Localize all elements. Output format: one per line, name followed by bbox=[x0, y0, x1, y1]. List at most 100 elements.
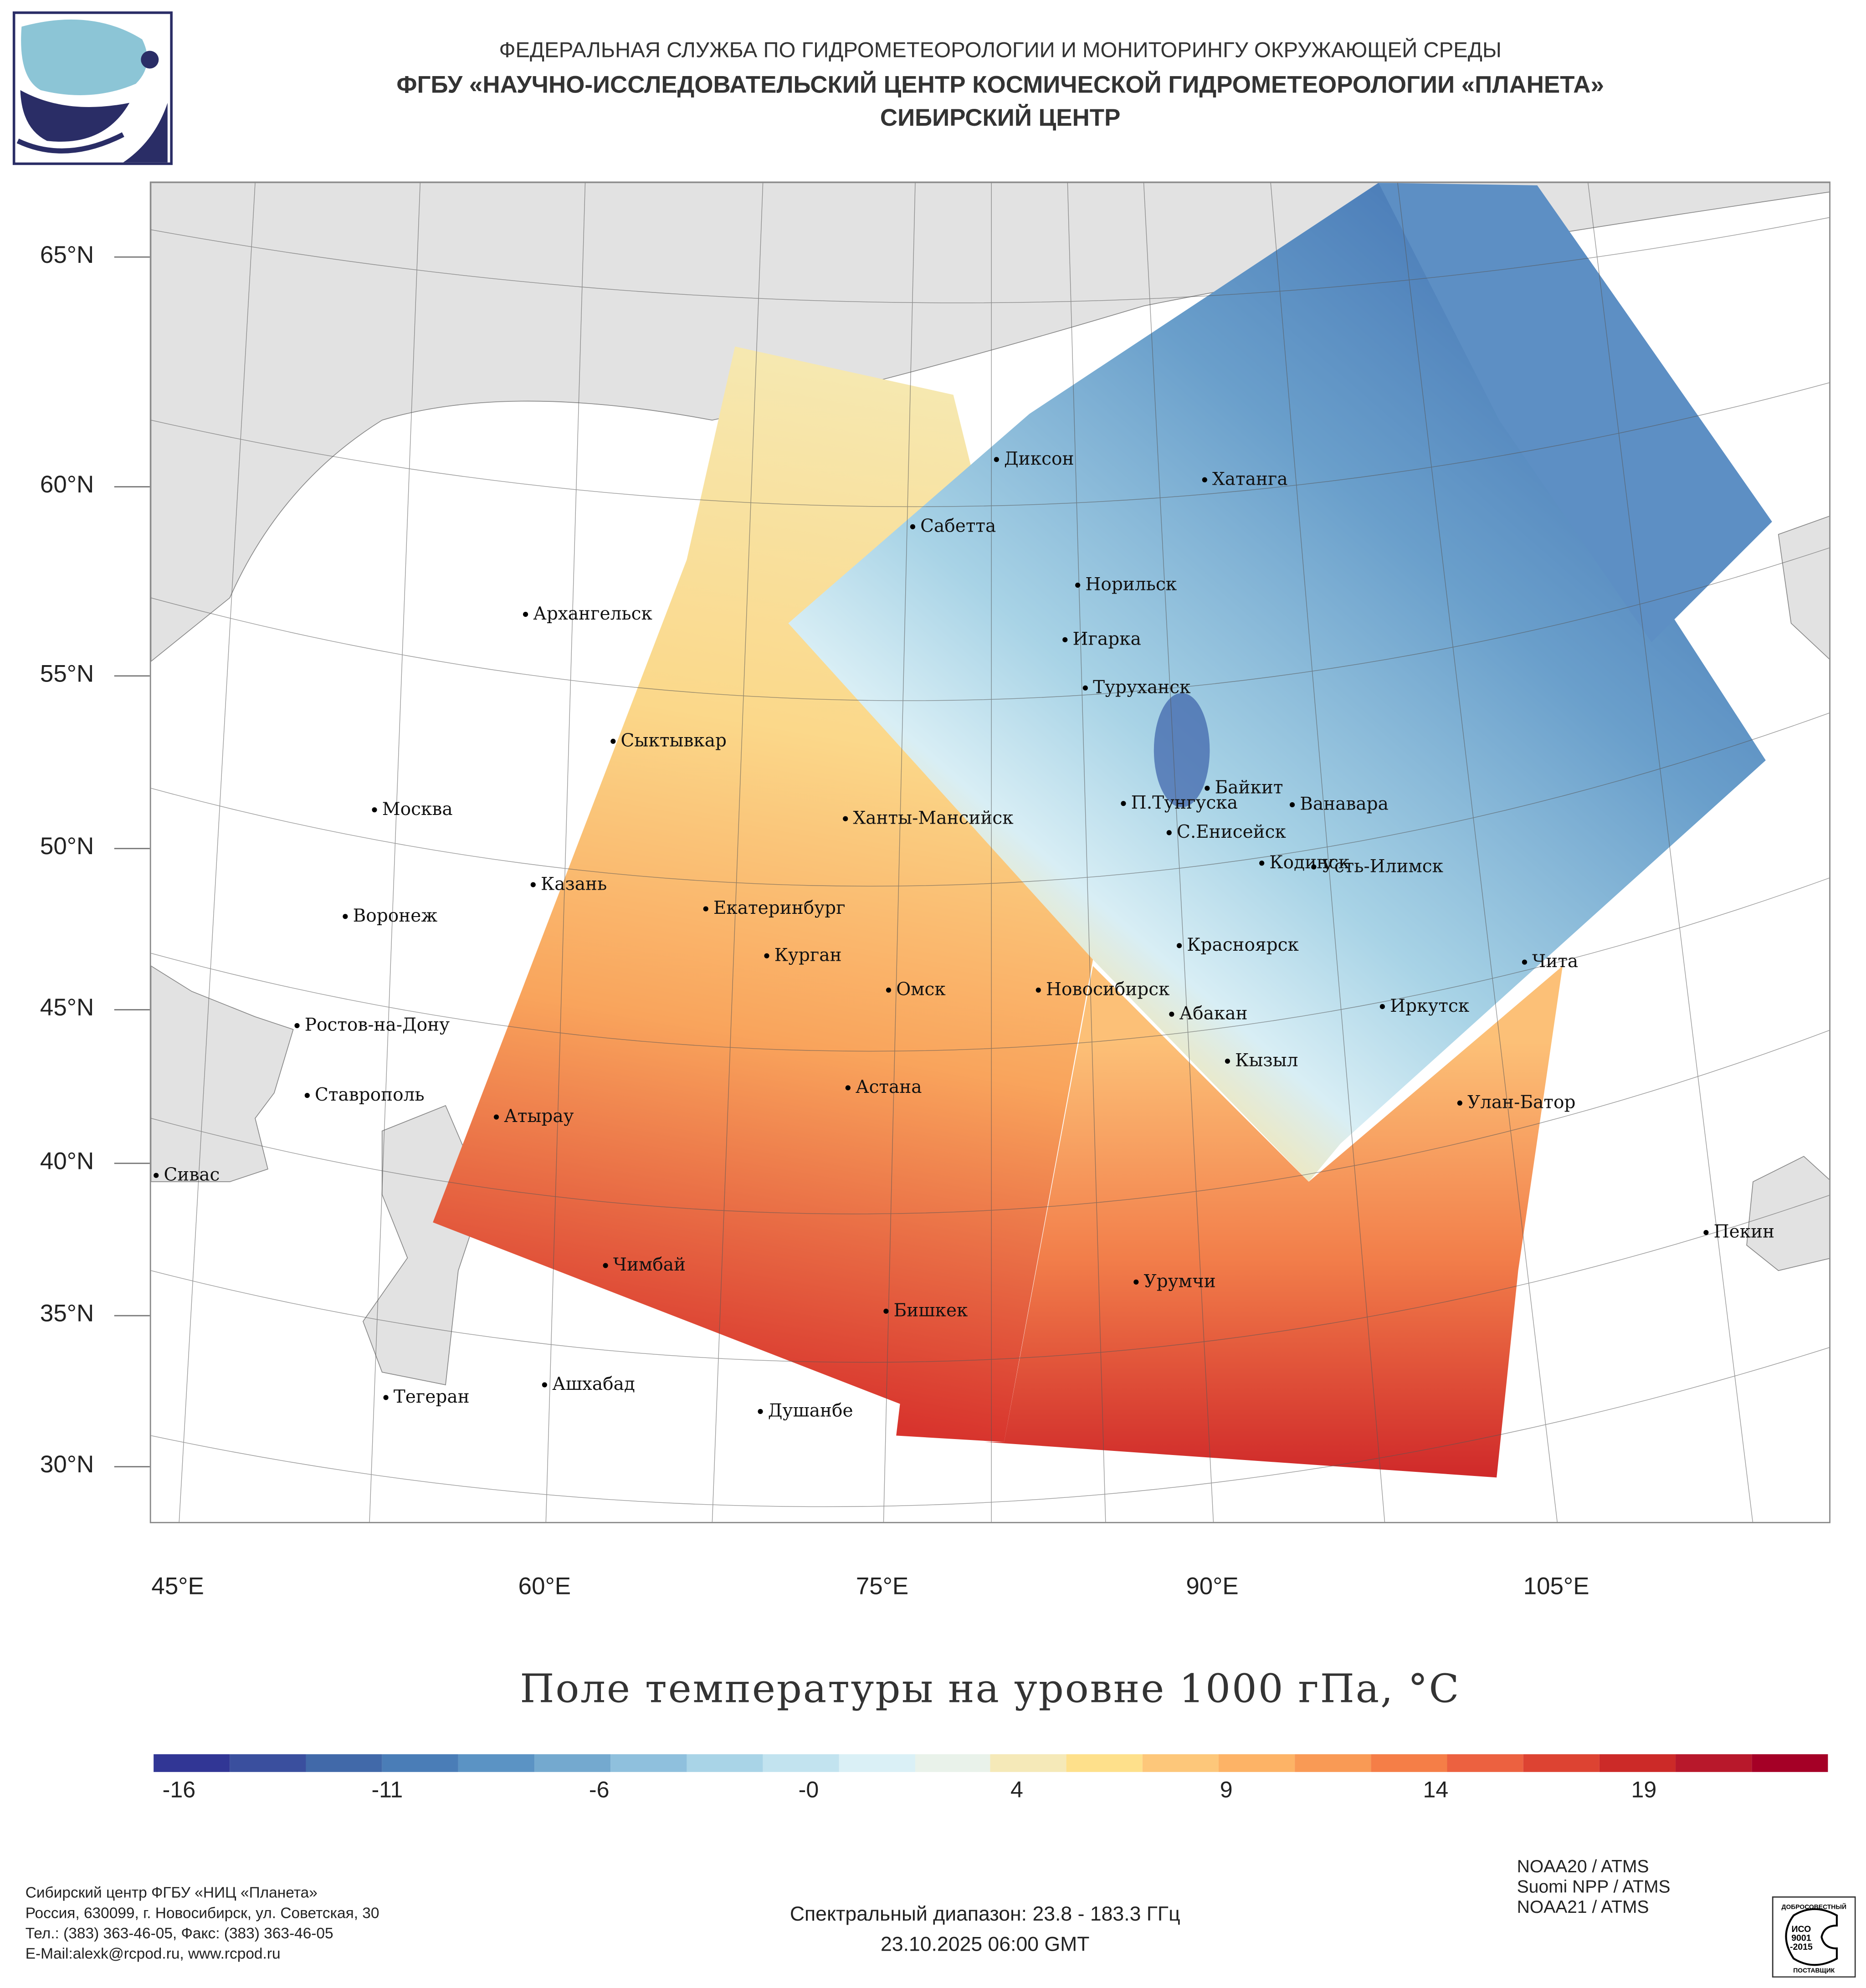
product-info: Спектральный диапазон: 23.8 - 183.3 ГГц … bbox=[0, 1900, 1866, 1961]
city-label: Усть-Илимск bbox=[1311, 858, 1443, 876]
city-label: Норильск bbox=[1075, 576, 1177, 594]
colorbar-segment bbox=[1371, 1754, 1448, 1772]
city-label: Иркутск bbox=[1380, 998, 1469, 1015]
colorbar-segment bbox=[382, 1754, 458, 1772]
colorbar-segment bbox=[458, 1754, 534, 1772]
city-label: Астана bbox=[846, 1079, 922, 1096]
city-label: С.Енисейск bbox=[1167, 824, 1286, 841]
city-label: Душанбе bbox=[758, 1403, 853, 1420]
colorbar-segment bbox=[1143, 1754, 1219, 1772]
city-label: Екатеринбург bbox=[703, 900, 846, 918]
colorbar bbox=[154, 1754, 1828, 1772]
iso-certification-badge: ДОБРОСОВЕСТНЫЙ ИСО 9001 -2015 ПОСТАВЩИК bbox=[1772, 1896, 1856, 1978]
city-label: Улан-Батор bbox=[1457, 1094, 1575, 1112]
city-label: Абакан bbox=[1169, 1005, 1248, 1023]
city-label: Чимбай bbox=[603, 1257, 686, 1275]
city-label: Новосибирск bbox=[1036, 981, 1169, 999]
svg-text:ПОСТАВЩИК: ПОСТАВЩИК bbox=[1793, 1967, 1835, 1974]
colorbar-segment bbox=[838, 1754, 915, 1772]
city-label: Сивас bbox=[154, 1167, 220, 1184]
spectral-range: Спектральный диапазон: 23.8 - 183.3 ГГц bbox=[789, 1904, 1180, 1926]
colorbar-segment bbox=[306, 1754, 382, 1772]
colorbar-tick: -16 bbox=[162, 1777, 196, 1803]
city-label: Красноярск bbox=[1177, 937, 1299, 954]
colorbar-tick: 4 bbox=[1010, 1777, 1023, 1803]
city-label: Москва bbox=[372, 801, 453, 819]
city-label: Туруханск bbox=[1083, 679, 1190, 697]
lat-label: 30°N bbox=[40, 1452, 94, 1479]
temperature-map: Диксон Хатанга Сабетта Норильск Игарка Т… bbox=[149, 181, 1830, 1523]
colorbar-segment bbox=[1295, 1754, 1372, 1772]
observation-datetime: 23.10.2025 06:00 GMT bbox=[880, 1934, 1090, 1956]
contact-address: Россия, 630099, г. Новосибирск, ул. Сове… bbox=[25, 1904, 379, 1922]
colorbar-tick: 9 bbox=[1220, 1777, 1233, 1803]
lon-label: 75°E bbox=[856, 1574, 909, 1601]
city-label: Атырау bbox=[494, 1108, 574, 1126]
lon-label: 90°E bbox=[1186, 1574, 1239, 1601]
satellite-item: NOAA21 / ATMS bbox=[1517, 1896, 1649, 1917]
colorbar-segment bbox=[1676, 1754, 1752, 1772]
lon-label: 105°E bbox=[1523, 1574, 1589, 1601]
city-label: Диксон bbox=[994, 451, 1074, 468]
colorbar-segment bbox=[914, 1754, 991, 1772]
city-label: Чита bbox=[1522, 953, 1578, 971]
city-label: П.Тунгуска bbox=[1121, 794, 1238, 812]
colorbar-segment bbox=[230, 1754, 306, 1772]
colorbar-tick: 14 bbox=[1423, 1777, 1449, 1803]
city-label: Пекин bbox=[1703, 1224, 1774, 1241]
lat-label: 55°N bbox=[40, 661, 94, 688]
colorbar-segment bbox=[1447, 1754, 1524, 1772]
colorbar-tick: 19 bbox=[1631, 1777, 1657, 1803]
colorbar-segment bbox=[1219, 1754, 1295, 1772]
colorbar-tick: -11 bbox=[371, 1777, 403, 1803]
lat-label: 45°N bbox=[40, 995, 94, 1022]
svg-text:ИСО: ИСО bbox=[1792, 1924, 1811, 1934]
colorbar-segment bbox=[154, 1754, 230, 1772]
city-label: Ханты-Мансийск bbox=[843, 810, 1013, 828]
lon-label: 45°E bbox=[151, 1574, 204, 1601]
planeta-logo bbox=[12, 11, 173, 165]
city-label: Воронеж bbox=[343, 907, 438, 925]
city-label: Архангельск bbox=[523, 605, 652, 623]
colorbar-segment bbox=[1752, 1754, 1828, 1772]
colorbar-tick: -6 bbox=[589, 1777, 610, 1803]
city-label: Бишкек bbox=[883, 1302, 968, 1320]
city-label: Курган bbox=[764, 947, 842, 965]
city-label: Урумчи bbox=[1133, 1273, 1216, 1291]
colorbar-segment bbox=[686, 1754, 763, 1772]
satellite-list: NOAA20 / ATMS Suomi NPP / ATMS NOAA21 / … bbox=[1517, 1856, 1671, 1917]
institute-title: ФГБУ «НАУЧНО-ИССЛЕДОВАТЕЛЬСКИЙ ЦЕНТР КОС… bbox=[396, 72, 1604, 99]
lat-label: 35°N bbox=[40, 1301, 94, 1328]
lat-label: 60°N bbox=[40, 472, 94, 499]
colorbar-segment bbox=[534, 1754, 610, 1772]
city-label: Сабетта bbox=[910, 518, 996, 536]
colorbar-title: Поле температуры на уровне 1000 гПа, °C bbox=[520, 1666, 1461, 1712]
contact-org: Сибирский центр ФГБУ «НИЦ «Планета» bbox=[25, 1884, 318, 1902]
city-label: Ставрополь bbox=[305, 1086, 425, 1104]
graticule bbox=[151, 183, 1830, 1522]
lat-label: 50°N bbox=[40, 834, 94, 861]
city-label: Ванавара bbox=[1290, 796, 1389, 814]
svg-text:ДОБРОСОВЕСТНЫЙ: ДОБРОСОВЕСТНЫЙ bbox=[1782, 1903, 1846, 1911]
city-label: Сыктывкар bbox=[610, 733, 727, 750]
lon-label: 60°E bbox=[518, 1574, 571, 1601]
lat-label: 40°N bbox=[40, 1148, 94, 1176]
contacts: Сибирский центр ФГБУ «НИЦ «Планета» Росс… bbox=[26, 1882, 379, 1963]
colorbar-segment bbox=[610, 1754, 687, 1772]
colorbar-segment bbox=[1523, 1754, 1600, 1772]
center-title: СИБИРСКИЙ ЦЕНТР bbox=[880, 105, 1121, 132]
city-label: Казань bbox=[531, 876, 607, 894]
city-label: Ростов-на-Дону bbox=[294, 1017, 450, 1035]
svg-text:9001: 9001 bbox=[1791, 1933, 1811, 1943]
colorbar-segment bbox=[1066, 1754, 1143, 1772]
city-label: Омск bbox=[886, 981, 946, 999]
colorbar-tick: -0 bbox=[798, 1777, 819, 1803]
city-label: Кызыл bbox=[1225, 1052, 1298, 1070]
city-label: Хатанга bbox=[1202, 471, 1288, 489]
agency-title: ФЕДЕРАЛЬНАЯ СЛУЖБА ПО ГИДРОМЕТЕОРОЛОГИИ … bbox=[499, 38, 1502, 62]
satellite-item: Suomi NPP / ATMS bbox=[1517, 1876, 1671, 1896]
colorbar-segment bbox=[990, 1754, 1067, 1772]
contact-email[interactable]: E-Mail:alexk@rcpod.ru, www.rcpod.ru bbox=[25, 1944, 281, 1962]
contact-phone: Тел.: (383) 363-46-05, Факс: (383) 363-4… bbox=[25, 1924, 333, 1942]
city-label: Тегеран bbox=[383, 1389, 470, 1406]
